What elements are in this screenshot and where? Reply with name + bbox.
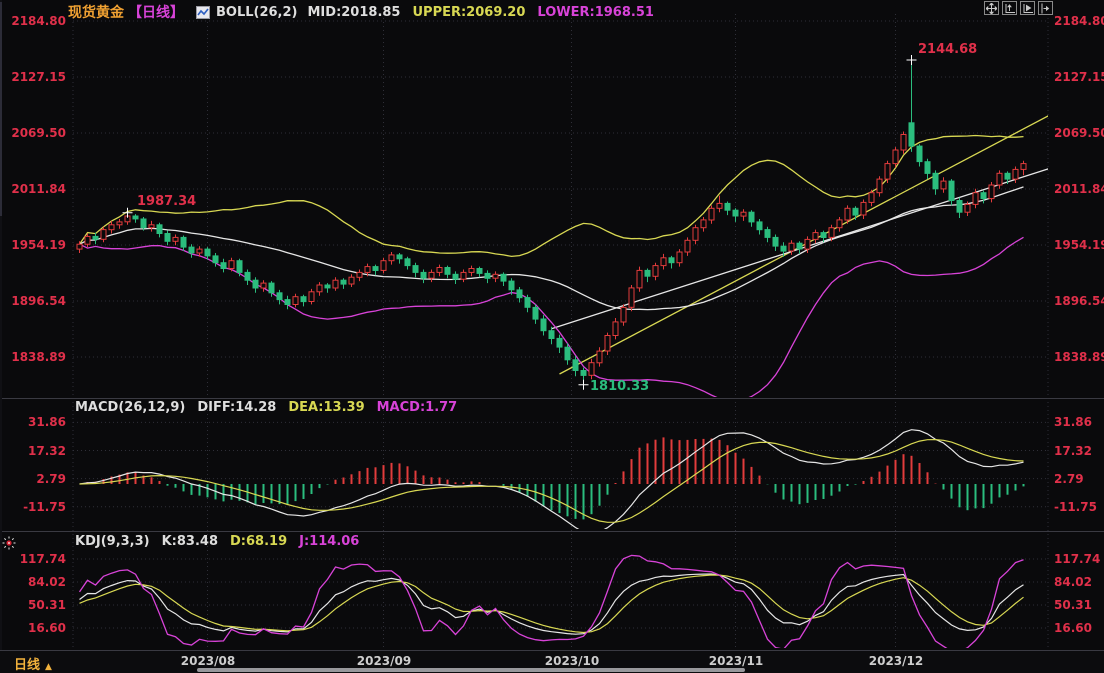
panel-separators: [0, 398, 1104, 532]
main-axis-label-left: 2069.50: [11, 126, 66, 140]
main-axis-label-left: 2011.84: [11, 182, 66, 196]
kdj-axis-label-left: 84.02: [28, 575, 66, 589]
main-axis-label-left: 1896.54: [11, 294, 66, 308]
sun-indicator-icon[interactable]: [2, 536, 16, 550]
x-axis-label: 2023/11: [708, 654, 764, 668]
kdj-d-value: D:68.19: [230, 534, 288, 549]
price-annotation: 2144.68: [918, 42, 978, 57]
macd-axis-label-right: 2.79: [1054, 472, 1084, 486]
x-axis-label: 2023/10: [544, 654, 600, 668]
macd-axis-label-right: -11.75: [1054, 500, 1097, 514]
kdj-k-value: K:83.48: [161, 534, 219, 549]
collapse-right-icon[interactable]: [1038, 1, 1053, 15]
boll-lower-value: LOWER:1968.51: [537, 4, 654, 20]
boll-label[interactable]: BOLL(26,2): [216, 4, 298, 20]
macd-axis-label-left: -11.75: [23, 500, 66, 514]
macd-axis-label-right: 17.32: [1054, 444, 1092, 458]
main-axis-label-right: 2011.84: [1054, 182, 1104, 196]
main-axis-label-right: 1896.54: [1054, 294, 1104, 308]
main-axis-label-right: 2069.50: [1054, 126, 1104, 140]
kdj-axis-label-right: 117.74: [1054, 552, 1101, 566]
main-axis-label-left: 2184.80: [11, 14, 66, 28]
boll-upper-value: UPPER:2069.20: [412, 4, 526, 20]
kdj-header: KDJ(9,3,3) K:83.48 D:68.19 J:114.06: [75, 534, 371, 549]
kdj-axis-label-left: 117.74: [19, 552, 66, 566]
x-axis-label: 2023/09: [356, 654, 412, 668]
macd-axis-label-right: 31.86: [1054, 415, 1092, 429]
price-markers: [122, 55, 917, 390]
axis-zoom-icon[interactable]: [1002, 1, 1017, 15]
vertical-scrollbar[interactable]: [0, 0, 2, 673]
kdj-axis-label-right: 84.02: [1054, 575, 1092, 589]
macd-histogram: [86, 437, 1025, 520]
main-axis-label-right: 1954.19: [1054, 238, 1104, 252]
kdj-label[interactable]: KDJ(9,3,3): [75, 534, 150, 549]
gridlines: [72, 14, 1049, 650]
x-axis-label: 2023/12: [868, 654, 924, 668]
macd-value: MACD:1.77: [376, 400, 458, 415]
boll-mid-value: MID:2018.85: [307, 4, 401, 20]
price-annotation: 1810.33: [590, 379, 650, 394]
period-selector-label: 日线: [14, 658, 41, 673]
price-annotation: 1987.34: [137, 194, 197, 209]
indicator-style-icon[interactable]: [196, 5, 210, 19]
main-axis-label-right: 1838.89: [1054, 350, 1104, 364]
chevron-up-icon: ▲: [45, 662, 52, 672]
kdj-j-value: J:114.06: [299, 534, 360, 549]
vertical-scrollbar-thumb[interactable]: [0, 2, 2, 216]
main-axis-label-left: 1838.89: [11, 350, 66, 364]
kdj-axis-label-right: 50.31: [1054, 598, 1092, 612]
macd-diff-value: DIFF:14.28: [197, 400, 277, 415]
x-axis-label: 2023/08: [180, 654, 236, 668]
kdj-axis-label-right: 16.60: [1054, 621, 1092, 635]
macd-lines: [79, 429, 1024, 529]
macd-axis-label-left: 2.79: [36, 472, 66, 486]
kdj-axis-label-left: 16.60: [28, 621, 66, 635]
candles-layer: [76, 60, 1027, 385]
time-axis-bar: 日线 ▲ 2023/08 2023/09 2023/10 2023/11 2023/12: [0, 650, 1104, 673]
period-tag: 【日线】: [128, 5, 184, 21]
pan-icon[interactable]: [984, 1, 999, 15]
trendlines[interactable]: [551, 112, 1056, 375]
macd-axis-label-left: 17.32: [28, 444, 66, 458]
main-axis-label-right: 2127.15: [1054, 70, 1104, 84]
macd-axis-label-left: 31.86: [28, 415, 66, 429]
main-axis-label-right: 2184.80: [1054, 14, 1104, 28]
main-axis-label-left: 2127.15: [11, 70, 66, 84]
chart-toolbar: [984, 1, 1053, 15]
chart-header: 现货黄金 【日线】 BOLL(26,2) MID:2018.85 UPPER:2…: [68, 2, 666, 22]
axis-play-icon[interactable]: [1020, 1, 1035, 15]
main-axis-label-left: 1954.19: [11, 238, 66, 252]
macd-label[interactable]: MACD(26,12,9): [75, 400, 186, 415]
macd-dea-value: DEA:13.39: [288, 400, 365, 415]
period-selector[interactable]: 日线 ▲: [14, 654, 52, 673]
kdj-axis-label-left: 50.31: [28, 598, 66, 612]
instrument-title: 现货黄金: [68, 5, 124, 21]
macd-header: MACD(26,12,9) DIFF:14.28 DEA:13.39 MACD:…: [75, 400, 469, 415]
kdj-lines: [78, 554, 1024, 648]
horizontal-scrollbar-thumb[interactable]: [197, 668, 745, 672]
